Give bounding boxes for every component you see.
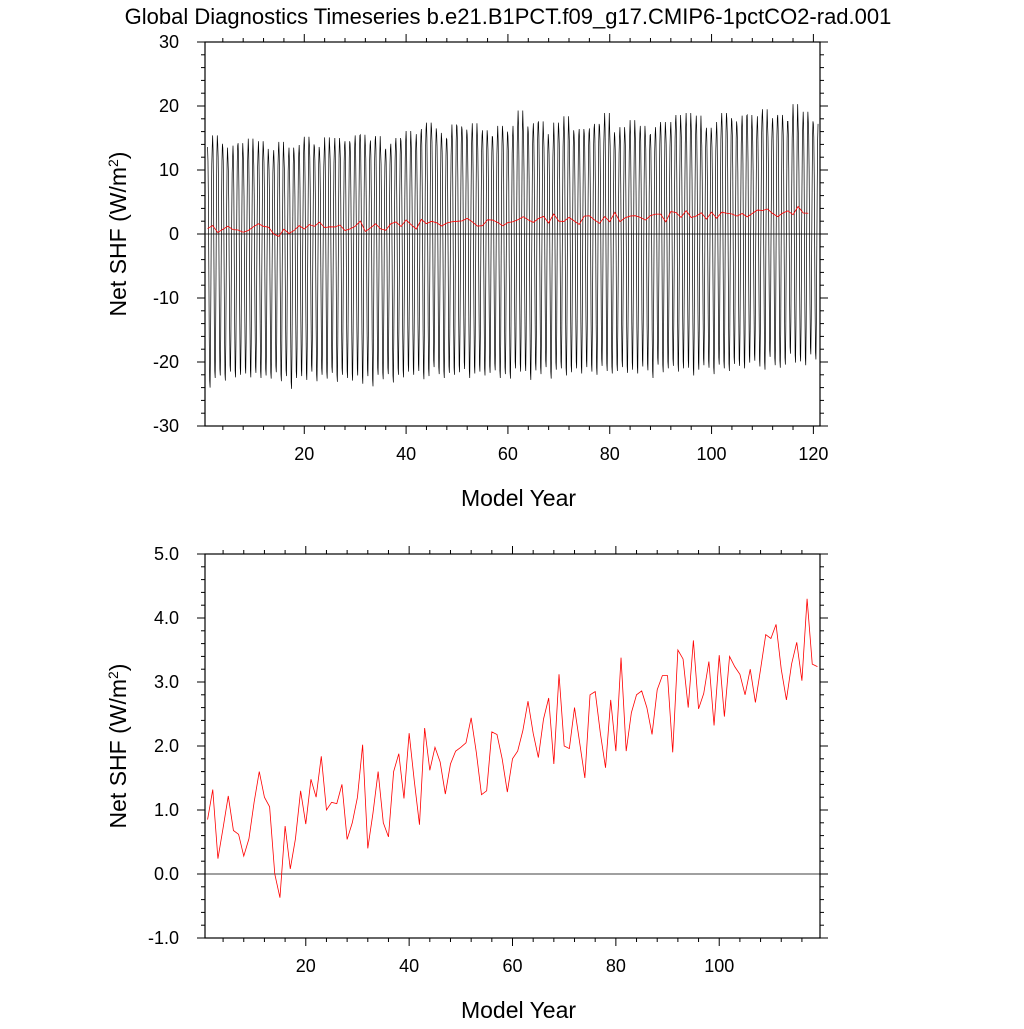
y-tick-label: -10 <box>153 288 179 308</box>
y-tick-label: -20 <box>153 352 179 372</box>
y-tick-label: 30 <box>159 32 179 52</box>
plot-frame <box>204 553 821 939</box>
x-tick-label: 60 <box>502 956 522 976</box>
x-tick-label: 100 <box>697 444 727 464</box>
top-panel: 20 40 60 80 100 120 -30 -20 -10 0 10 20 30 Model Year… <box>105 32 828 511</box>
y-tick-label: 0.0 <box>154 864 179 884</box>
x-axis-title: Model Year <box>461 997 576 1023</box>
x-tick-label: 40 <box>399 956 419 976</box>
y-tick-label: 20 <box>159 96 179 116</box>
y-tick-label: 1.0 <box>154 800 179 820</box>
y-tick-label: 4.0 <box>154 608 179 628</box>
annual-mean-series-line <box>207 205 809 237</box>
monthly-series-line <box>207 104 819 389</box>
x-tick-label: 20 <box>294 444 314 464</box>
y-tick-label: 3.0 <box>154 672 179 692</box>
x-tick-label: 80 <box>600 444 620 464</box>
x-tick-label: 120 <box>798 444 828 464</box>
x-tick-label: 80 <box>606 956 626 976</box>
y-tick-label: 5.0 <box>154 544 179 564</box>
y-tick-label: -30 <box>153 416 179 436</box>
y-tick-label: 2.0 <box>154 736 179 756</box>
y-axis-title: Net SHF (W/m2) <box>105 664 131 829</box>
annual-mean-series-line <box>207 598 818 898</box>
x-tick-label: 20 <box>296 956 316 976</box>
chart-title: Global Diagnostics Timeseries b.e21.B1PC… <box>125 4 892 29</box>
x-axis-title: Model Year <box>461 485 576 511</box>
y-axis-title: Net SHF (W/m2) <box>105 152 131 317</box>
y-tick-label: 10 <box>159 160 179 180</box>
bottom-panel: 20 40 60 80 100 -1.0 0.0 1.0 2.0 3.0 4.0 5.0 Model Y… <box>105 544 828 1023</box>
x-tick-label: 100 <box>704 956 734 976</box>
x-tick-label: 40 <box>396 444 416 464</box>
y-tick-label: -1.0 <box>148 928 179 948</box>
x-tick-label: 60 <box>498 444 518 464</box>
y-tick-label: 0 <box>169 224 179 244</box>
